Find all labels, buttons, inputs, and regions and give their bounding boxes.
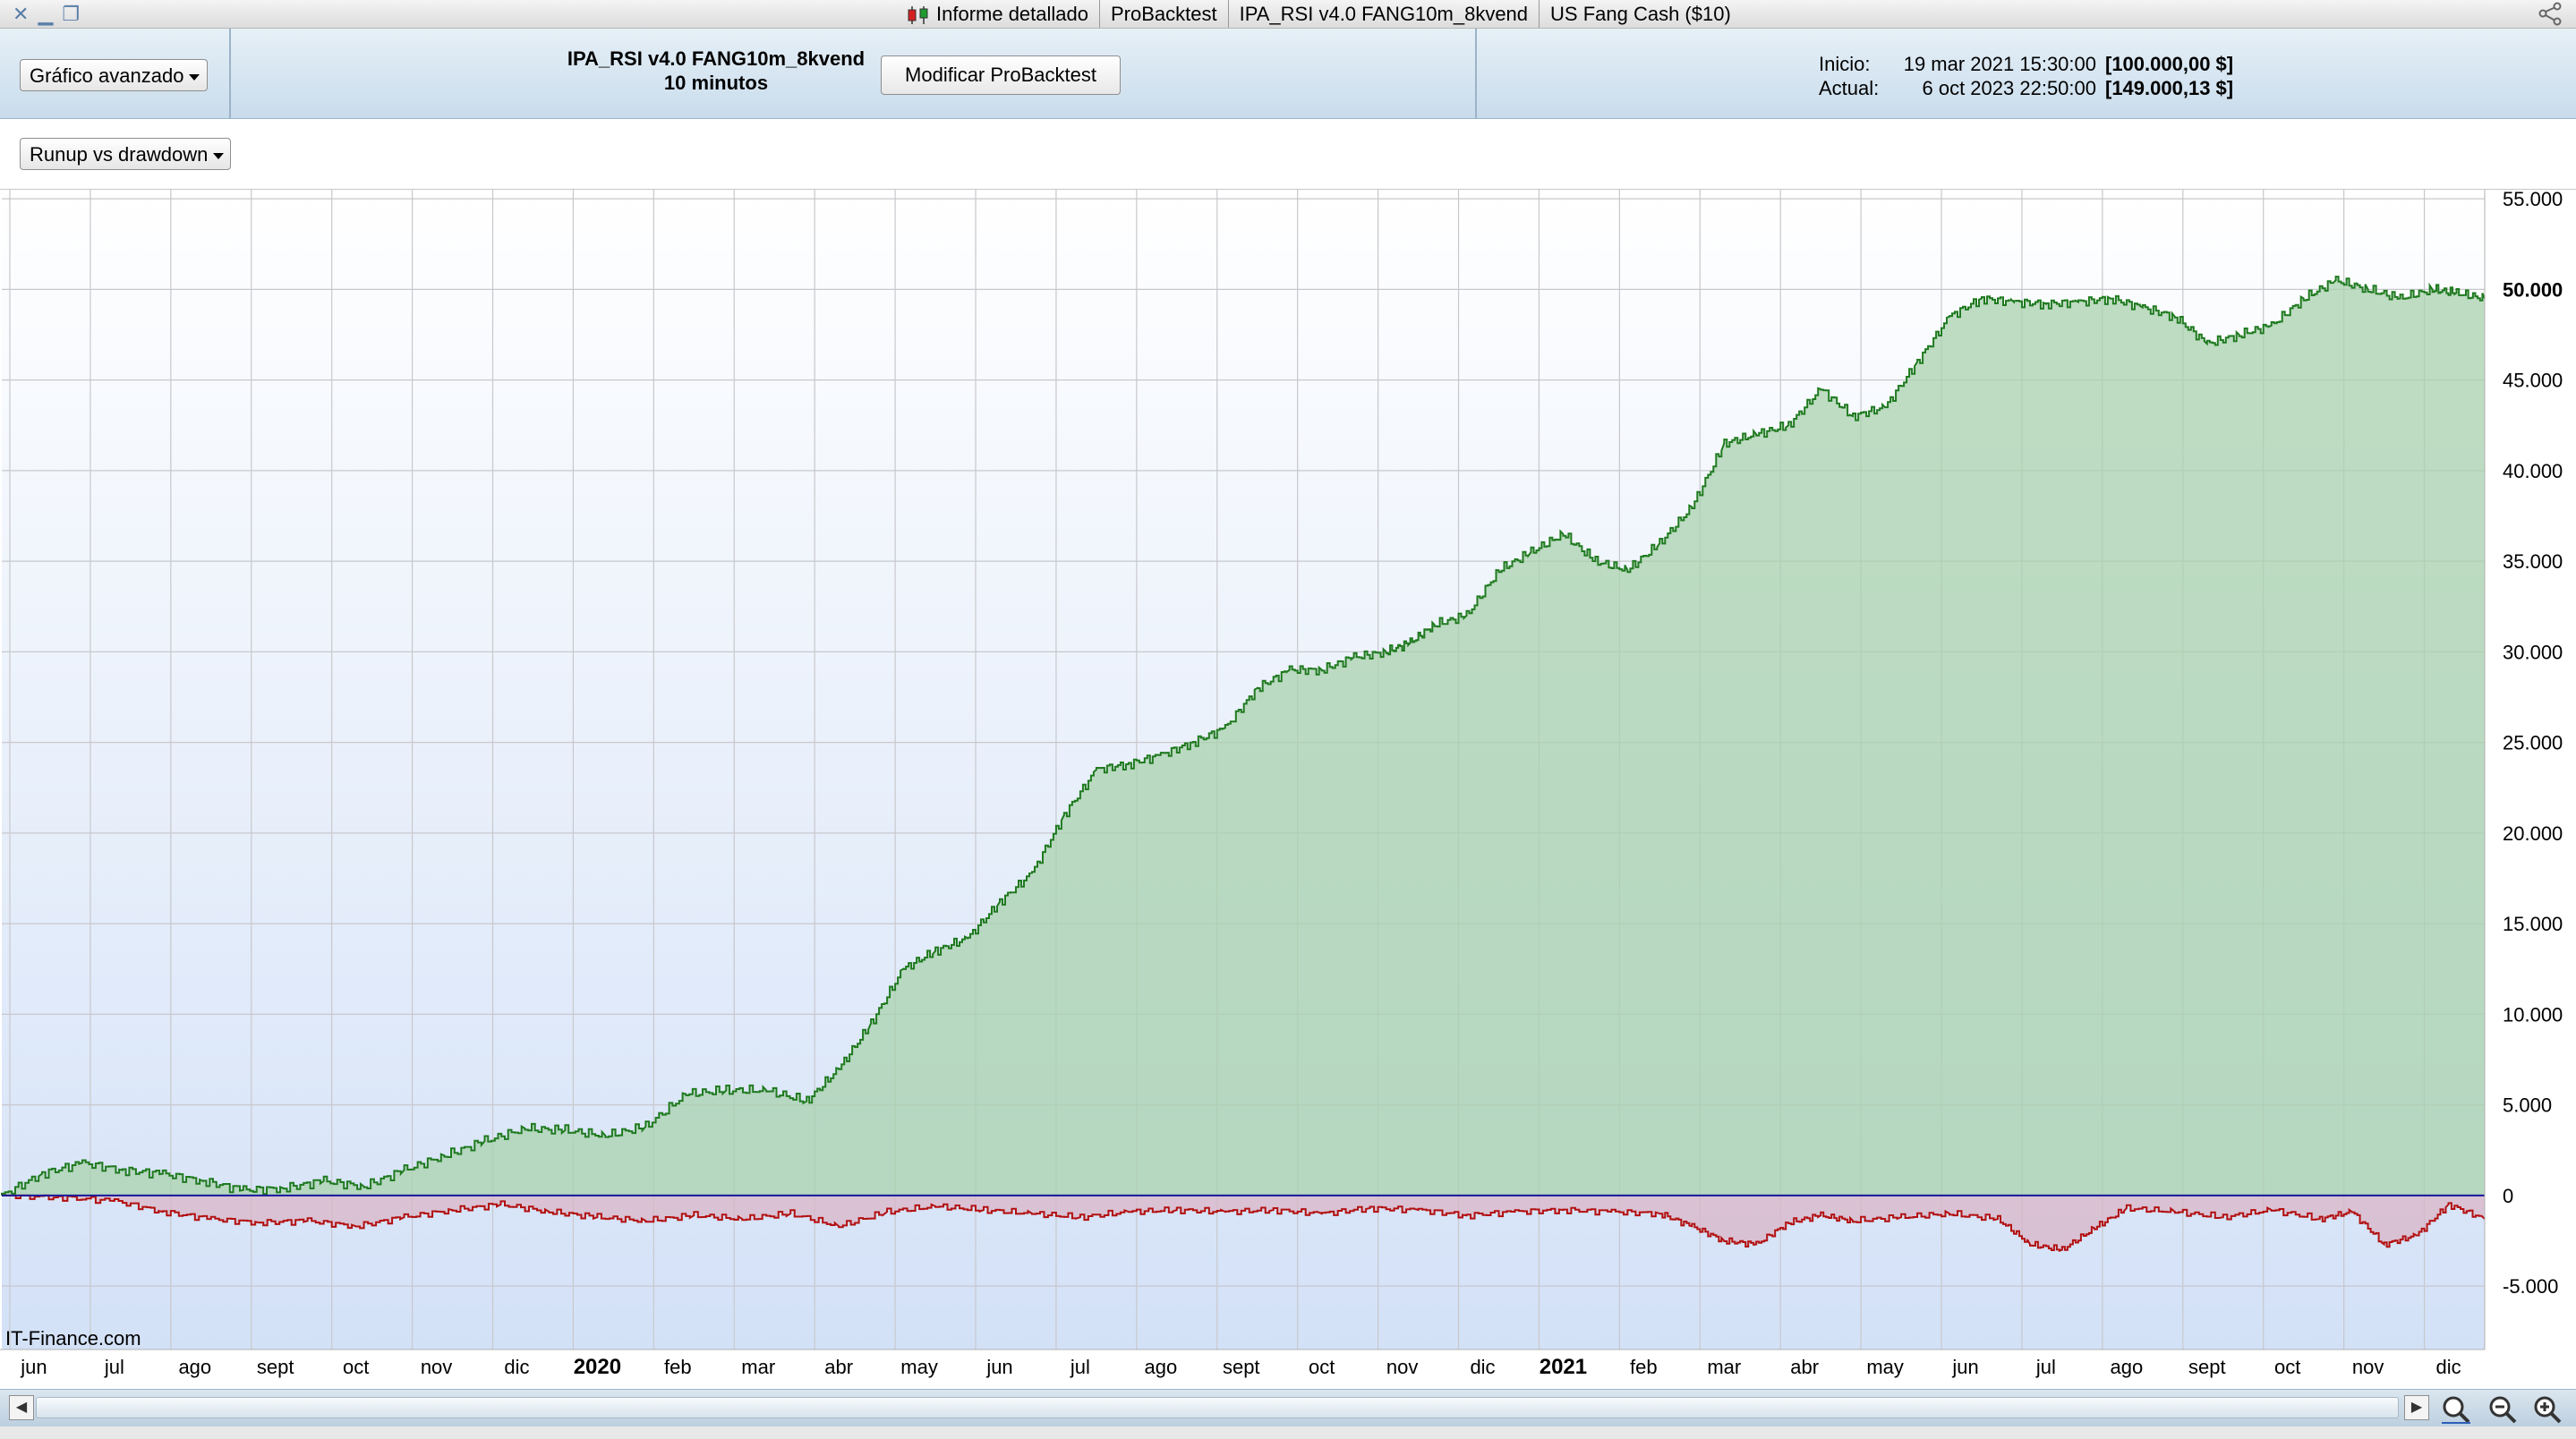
scroll-right-button[interactable]: ▶ — [2404, 1395, 2429, 1420]
view-dropdown-label: Runup vs drawdown — [30, 143, 209, 166]
scroll-track[interactable] — [36, 1397, 2399, 1418]
close-icon[interactable]: ✕ — [13, 3, 30, 25]
strategy-info: IPA_RSI v4.0 FANG10m_8kvend 10 minutos — [537, 47, 895, 95]
x-tick-label: nov — [2352, 1356, 2384, 1378]
x-tick-label: ago — [2111, 1356, 2144, 1378]
strategy-name: IPA_RSI v4.0 FANG10m_8kvend — [567, 47, 866, 70]
x-tick-label: abr — [1790, 1356, 1819, 1378]
x-tick-label: jul — [2035, 1356, 2056, 1378]
series-areas — [2, 277, 2485, 1251]
current-date: 6 oct 2023 22:50:00 — [1922, 77, 2097, 99]
x-tick-label: jun — [985, 1356, 1012, 1378]
x-tick-label: dic — [2435, 1356, 2461, 1378]
runup-line — [1, 276, 2486, 1196]
x-tick-label: 2020 — [574, 1355, 621, 1379]
y-tick-label: 35.000 — [2503, 550, 2563, 573]
runup-drawdown-chart[interactable]: 55.000 50.000 45.000 40.000 35.000 30.000 25.0… — [0, 190, 2576, 1389]
share-icon[interactable] — [2537, 2, 2563, 26]
x-tick-label: sept — [2188, 1356, 2226, 1378]
watermark: IT-Finance.com — [5, 1327, 141, 1350]
tab-probacktest[interactable]: ProBacktest — [1100, 0, 1229, 28]
tab-instrument[interactable]: US Fang Cash ($10) — [1550, 3, 1731, 25]
tab-strategy[interactable]: IPA_RSI v4.0 FANG10m_8kvend — [1229, 0, 1540, 28]
drawdown-line — [2, 1194, 2486, 1253]
x-tick-label: nov — [1386, 1356, 1418, 1378]
x-tick-label: 2021 — [1540, 1355, 1587, 1379]
title-bar: ✕ ▁ ❐ Informe detallado ProBacktest IPA_… — [0, 0, 2576, 29]
chevron-down-icon — [213, 152, 225, 159]
x-tick-label: feb — [1630, 1356, 1658, 1378]
zoom-in-icon[interactable] — [2531, 1393, 2563, 1426]
x-tick-label: sept — [1223, 1356, 1260, 1378]
tab-detailed-report[interactable]: Informe detallado — [895, 0, 1100, 28]
x-tick-label: ago — [178, 1356, 211, 1378]
status-strip — [0, 1426, 2576, 1439]
x-axis: jun jul ago sept oct nov dic 2020 feb mar abr may ju… — [0, 1349, 2485, 1379]
x-tick-label: mar — [1707, 1356, 1741, 1378]
current-value: [149.000,13 $] — [2105, 77, 2234, 99]
view-bar: Runup vs drawdown — [0, 119, 2576, 190]
start-label: Inicio: — [1819, 53, 1871, 75]
x-tick-label: dic — [1470, 1356, 1495, 1378]
modify-probacktest-button[interactable]: Modificar ProBacktest — [881, 55, 1121, 95]
strategy-timeframe: 10 minutos — [663, 72, 769, 94]
x-tick-label: sept — [257, 1356, 294, 1378]
scroll-left-button[interactable]: ◀ — [9, 1395, 34, 1420]
zoom-fit-icon[interactable] — [2440, 1393, 2472, 1426]
y-tick-label: 20.000 — [2503, 822, 2563, 845]
y-tick-label: 25.000 — [2503, 732, 2563, 754]
drawdown-area — [2, 1195, 2485, 1251]
x-tick-label: nov — [421, 1356, 452, 1378]
toolbar-divider — [229, 29, 231, 118]
x-tick-label: dic — [504, 1356, 529, 1378]
x-tick-label: oct — [2274, 1356, 2300, 1378]
x-tick-label: jun — [20, 1356, 47, 1378]
minimize-icon[interactable]: ▁ — [38, 3, 54, 25]
chart-mode-label: Gráfico avanzado — [30, 64, 184, 87]
runup-area — [2, 277, 2485, 1196]
y-tick-label: -5.000 — [2503, 1275, 2558, 1298]
y-tick-label: 45.000 — [2503, 370, 2563, 392]
toolbar-divider — [1475, 29, 1477, 118]
x-tick-label: abr — [824, 1356, 853, 1378]
capital-summary: Inicio: 19 mar 2021 15:30:00 [100.000,00 $… — [1819, 52, 2233, 100]
x-tick-label: oct — [1309, 1356, 1335, 1378]
y-axis: 55.000 50.000 45.000 40.000 35.000 30.000 25.0… — [2484, 190, 2563, 1350]
y-tick-label: 50.000 — [2503, 278, 2563, 301]
zoom-out-icon[interactable] — [2486, 1393, 2519, 1426]
x-tick-label: jul — [104, 1356, 124, 1378]
y-tick-label: 10.000 — [2503, 1003, 2563, 1026]
title-tabs: Informe detallado ProBacktest IPA_RSI v4… — [895, 0, 1742, 28]
view-dropdown[interactable]: Runup vs drawdown — [20, 138, 231, 170]
series-lines — [1, 276, 2486, 1253]
x-tick-label: mar — [741, 1356, 775, 1378]
current-label: Actual: — [1819, 77, 1880, 99]
y-tick-label: 5.000 — [2503, 1094, 2552, 1117]
start-date: 19 mar 2021 15:30:00 — [1903, 53, 2096, 75]
candlestick-icon — [908, 6, 928, 25]
x-tick-label: feb — [664, 1356, 692, 1378]
start-row: Inicio: 19 mar 2021 15:30:00 [100.000,00 $… — [1819, 52, 2233, 76]
x-tick-label: jun — [1951, 1356, 1978, 1378]
x-tick-label: may — [900, 1356, 938, 1378]
y-tick-label: 15.000 — [2503, 913, 2563, 935]
start-value: [100.000,00 $] — [2105, 53, 2234, 75]
chart-scrollbar: ◀ ▶ — [0, 1389, 2576, 1427]
x-tick-label: may — [1866, 1356, 1904, 1378]
x-tick-label: jul — [1070, 1356, 1090, 1378]
tab-detailed-report-label: Informe detallado — [936, 3, 1088, 25]
y-tick-label: 30.000 — [2503, 641, 2563, 663]
x-tick-label: ago — [1144, 1356, 1177, 1378]
chart-mode-dropdown[interactable]: Gráfico avanzado — [20, 59, 208, 91]
window-controls: ✕ ▁ ❐ — [13, 2, 80, 26]
y-tick-label: 40.000 — [2503, 460, 2563, 482]
y-tick-label: 0 — [2503, 1185, 2513, 1207]
current-row: Actual: 6 oct 2023 22:50:00 [149.000,13 $] — [1819, 76, 2233, 100]
report-toolbar: Gráfico avanzado IPA_RSI v4.0 FANG10m_8k… — [0, 29, 2576, 119]
x-tick-label: oct — [343, 1356, 369, 1378]
y-tick-label: 55.000 — [2503, 190, 2563, 210]
chevron-down-icon — [189, 73, 200, 81]
restore-icon[interactable]: ❐ — [62, 3, 81, 25]
